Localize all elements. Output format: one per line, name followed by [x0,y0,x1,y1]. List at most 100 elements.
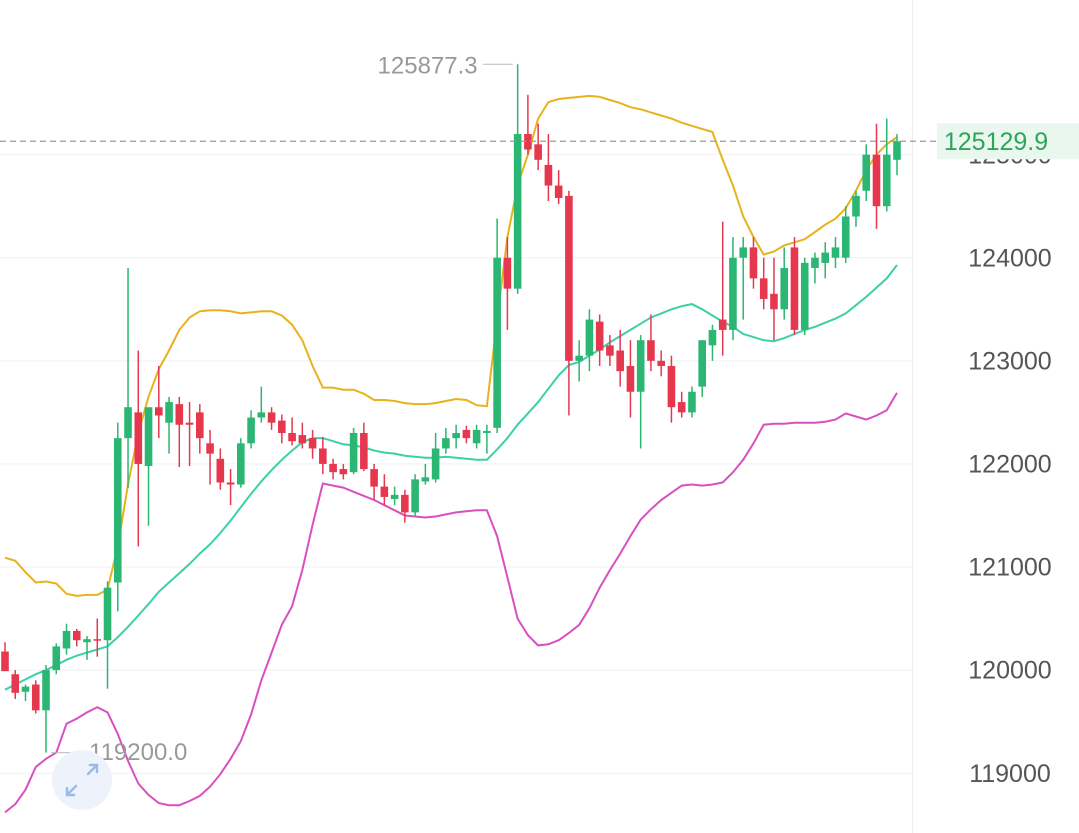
candle-body [800,262,809,330]
band-line [4,392,898,814]
candle-body [821,252,830,263]
candle-body [154,407,163,416]
candle-body [134,412,143,464]
candle-body [401,494,409,513]
candle-body [708,329,717,346]
candle-body [411,479,419,513]
candle-body [185,422,194,425]
candle-body [513,134,522,289]
candle-body [616,350,624,372]
candle-body [565,195,573,361]
candle-body [544,164,553,186]
candle-body [790,247,799,330]
y-tick-label: 122000 [968,451,1051,479]
candle-body [698,340,706,387]
candle-body [31,684,40,711]
y-tick-label: 119000 [969,760,1051,788]
candle-body [257,412,266,418]
candle-body [144,407,153,466]
candle-body [103,587,112,641]
candle-body [882,154,891,207]
candle-body [431,448,440,480]
candle-body [52,646,61,671]
candle-body [554,185,563,198]
candle-body [165,402,173,423]
last-price-label: 125129.9 [944,128,1048,156]
candle-body [749,247,758,279]
candle-body [831,247,840,258]
candle-body [329,463,337,473]
bands [4,94,898,814]
candle-body [247,417,255,444]
candle-body [267,412,276,423]
candle-body [852,195,860,217]
candle-body [524,134,532,150]
candle-body [278,420,286,433]
candle-body [729,257,737,330]
y-tick-label: 123000 [968,347,1051,375]
expand-icon [65,763,99,797]
candle-body [360,432,368,470]
candle-body [893,141,901,160]
candle-body [811,257,819,269]
candle-body [216,458,225,483]
y-tick-label: 120000 [968,657,1051,685]
candle-body [503,257,512,289]
candle-body [11,674,20,693]
candle-body [308,438,317,449]
candle-body [42,670,50,711]
candle-body [175,404,184,425]
candles [1,64,901,753]
candle-body [113,438,122,583]
expand-button[interactable] [52,750,112,810]
candle-body [124,407,132,439]
candle-body [196,412,204,439]
candle-body [688,391,696,413]
candle-body [585,319,594,356]
candle-body [62,630,71,649]
candle-body [442,438,450,449]
candle-body [667,365,676,408]
candle-body [493,257,501,428]
candle-body [93,639,102,641]
band-line [4,264,898,691]
candle-body [339,469,348,475]
candle-body [657,360,665,366]
candle-body [595,321,604,351]
candle-body [841,216,850,258]
candle-body [872,154,881,207]
candle-body [1,651,9,672]
candle-body [390,494,399,499]
candle-body [462,429,471,439]
candle-body [483,430,491,433]
candle-body [349,432,358,473]
last-price-box [937,123,1079,160]
candle-body [534,144,542,160]
y-tick-label: 121000 [968,554,1051,582]
candle-body [626,365,635,392]
candle-body [575,355,583,361]
candle-body [718,319,727,330]
candle-body [770,293,778,310]
candle-body [237,443,245,485]
candle-body [636,340,645,392]
candle-body [472,429,481,444]
candle-body [206,443,214,454]
max-label: 125877.3 [378,53,478,80]
candle-body [780,268,789,310]
candle-body [862,154,871,191]
candle-body [226,482,235,485]
candle-body [606,345,614,356]
candle-body [380,486,389,497]
y-tick-label: 124000 [968,244,1051,272]
candle-body [647,340,655,361]
candle-body [739,247,748,258]
candle-body [421,477,430,482]
candle-body [677,402,686,413]
candle-body [370,469,378,487]
grid: 1190001200001210001220001230001240001250… [0,141,1052,788]
candle-body [83,639,91,643]
band-line [4,94,898,597]
